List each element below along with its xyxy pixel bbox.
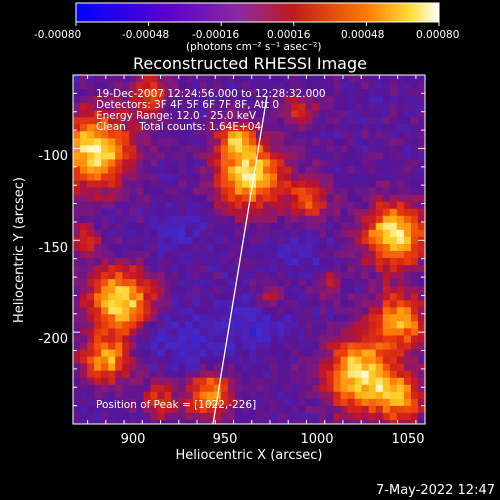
colorbar-tick-label: 0.00048	[341, 29, 384, 41]
colorbar-tick-label: -0.00016	[192, 29, 240, 41]
y-tick-label: -150	[38, 241, 68, 256]
colorbar-tick-label: -0.00080	[34, 29, 81, 41]
x-axis-label: Heliocentric X (arcsec)	[176, 448, 323, 463]
colorbar-tick-label: 0.00016	[267, 29, 311, 41]
plot-title: Reconstructed RHESSI Image	[133, 54, 367, 73]
y-axis-label: Heliocentric Y (arcsec)	[12, 177, 27, 323]
info-time-range: 19-Dec-2007 12:24:56.000 to 12:28:32.000	[96, 88, 326, 100]
plot-frame	[72, 74, 426, 425]
info-energy-range: Energy Range: 12.0 - 25.0 keV	[96, 110, 257, 122]
solar-limb-line	[212, 95, 268, 424]
peak-position: Position of Peak = [1022,-226]	[96, 399, 256, 411]
info-total-counts: Clean Total counts: 1.64E+04	[96, 121, 261, 133]
y-tick-label: -100	[38, 149, 68, 164]
heatmap-image	[73, 75, 425, 424]
axis-ticks	[73, 75, 425, 424]
x-tick-label: 1000	[300, 432, 333, 447]
info-detectors: Detectors: 3F 4F 5F 6F 7F 8F, Att 0	[96, 99, 279, 111]
colorbar-units: (photons cm⁻² s⁻¹ asec⁻²)	[186, 41, 321, 53]
colorbar-ticks	[75, 22, 440, 26]
x-tick-label: 1050	[391, 432, 424, 447]
x-tick-label: 950	[213, 432, 238, 447]
colorbar-tick-label: 0.00080	[416, 29, 459, 41]
footer-timestamp: 7-May-2022 12:47	[376, 483, 495, 498]
x-tick-label: 900	[121, 432, 146, 447]
colorbar	[75, 2, 440, 23]
y-tick-label: -200	[38, 332, 68, 347]
colorbar-tick-label: -0.00048	[122, 29, 169, 41]
